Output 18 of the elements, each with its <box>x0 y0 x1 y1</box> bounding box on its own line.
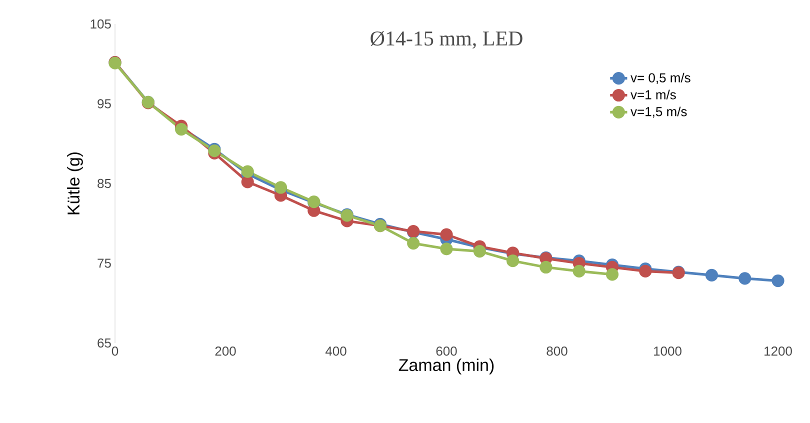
y-tick-label: 95 <box>98 99 111 108</box>
x-tick-label: 0 <box>112 346 118 356</box>
x-axis-title: Zaman (min) <box>398 358 494 374</box>
x-tick-label: 800 <box>546 346 568 356</box>
x-tick-label: 200 <box>215 346 236 356</box>
legend-label: v= 0,5 m/s <box>630 72 690 84</box>
x-tick-label: 600 <box>436 346 457 356</box>
y-tick-label: 105 <box>90 19 111 29</box>
x-tick-label: 1000 <box>654 346 682 356</box>
x-tick-label: 1200 <box>764 346 792 356</box>
y-tick-label: 75 <box>98 258 111 268</box>
chart-title: Ø14-15 mm, LED <box>370 31 522 49</box>
legend-label: v=1 m/s <box>630 90 676 100</box>
legend-label: v=1,5 m/s <box>630 106 687 118</box>
y-tick-label: 85 <box>98 178 111 188</box>
y-axis-title: Kütle (g) <box>67 152 83 214</box>
x-tick-label: 400 <box>325 346 346 356</box>
y-tick-label: 65 <box>98 338 111 348</box>
